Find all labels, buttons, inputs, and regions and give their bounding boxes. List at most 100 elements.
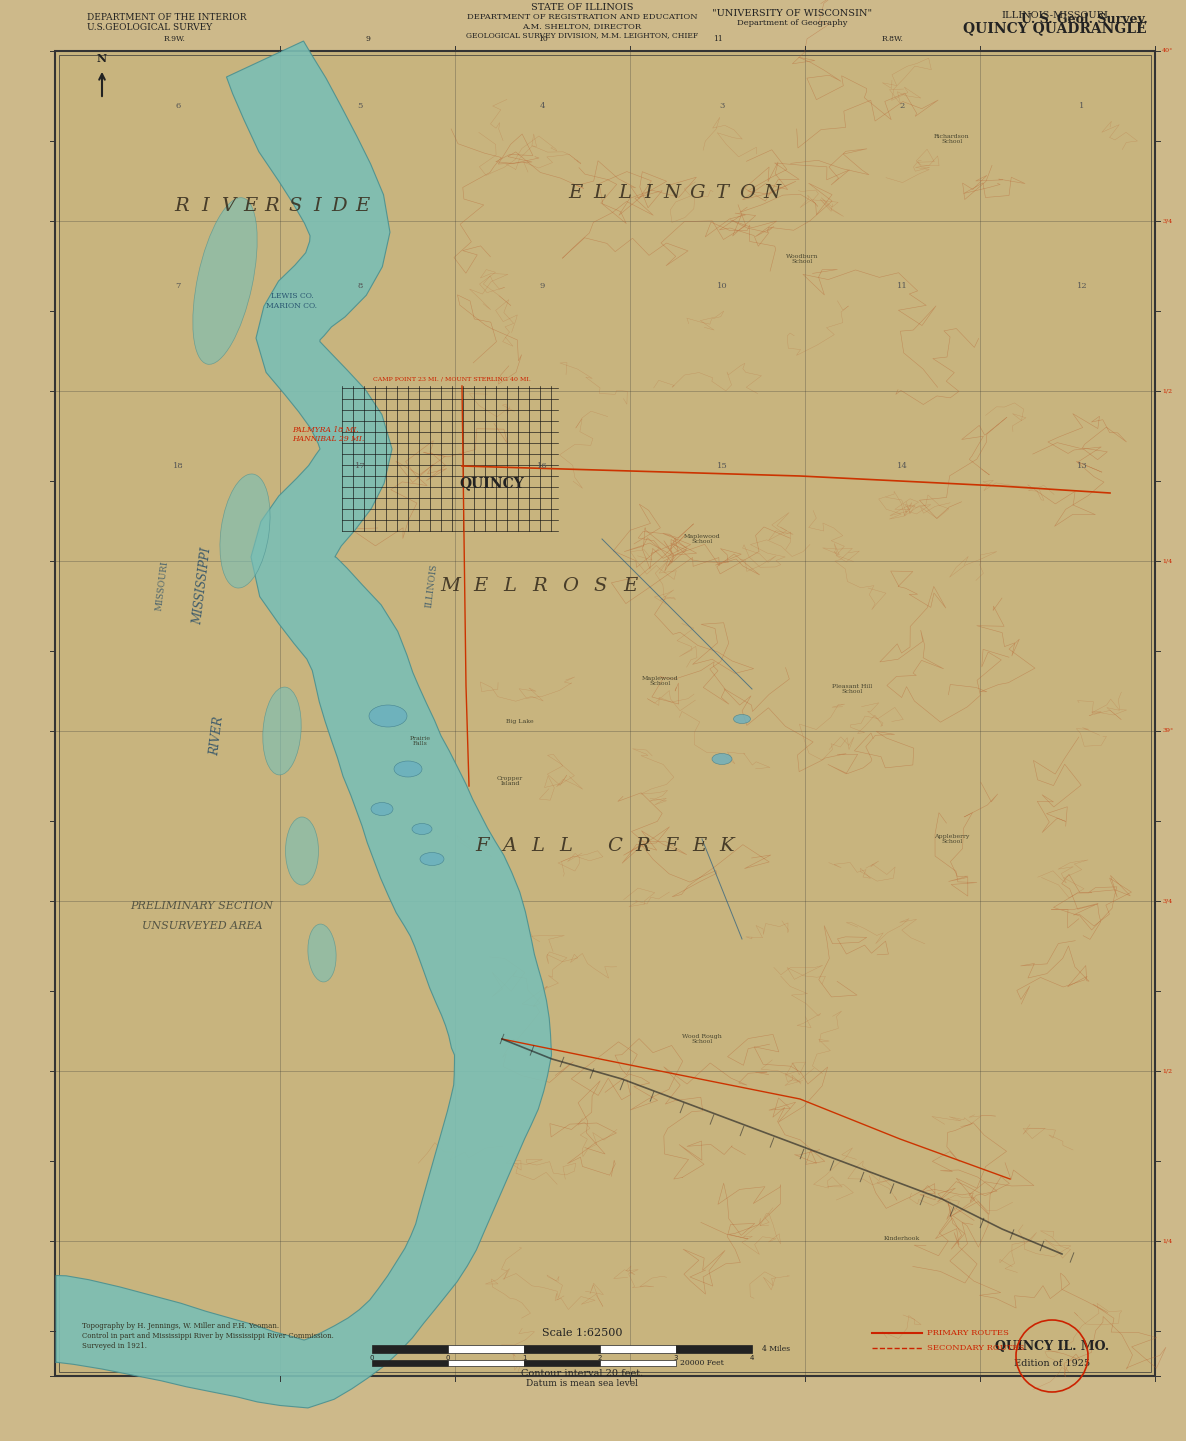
Bar [600, 1344, 676, 1353]
Text: E: E [243, 197, 257, 215]
Text: T: T [715, 184, 728, 202]
Text: 0: 0 [370, 1355, 375, 1360]
Text: 6: 6 [176, 102, 180, 110]
Text: 4: 4 [540, 102, 544, 110]
Text: Big Lake: Big Lake [506, 719, 534, 723]
Text: L: L [560, 837, 573, 855]
Text: O: O [562, 576, 578, 595]
Text: R.9W.: R.9W. [164, 35, 186, 43]
Text: 3: 3 [720, 102, 725, 110]
Text: 4: 4 [750, 1355, 754, 1360]
Polygon shape [56, 40, 551, 1408]
Bar [448, 1344, 524, 1353]
Bar [600, 1360, 676, 1366]
Text: PRELIMINARY SECTION
UNSURVEYED AREA: PRELIMINARY SECTION UNSURVEYED AREA [130, 901, 274, 931]
Text: 9: 9 [365, 35, 370, 43]
Text: N: N [764, 184, 780, 202]
Text: MISSISSIPPI: MISSISSIPPI [191, 546, 213, 625]
Text: Topography by H. Jennings, W. Miller and F.H. Yeoman.: Topography by H. Jennings, W. Miller and… [82, 1321, 279, 1330]
Text: 9: 9 [540, 282, 544, 290]
Text: E: E [355, 197, 369, 215]
Text: N: N [663, 184, 681, 202]
Text: E: E [473, 576, 487, 595]
Text: 1: 1 [1079, 102, 1085, 110]
Bar [372, 1344, 448, 1353]
Text: 3: 3 [674, 1355, 678, 1360]
Ellipse shape [733, 715, 751, 723]
Text: V: V [221, 197, 235, 215]
Text: ILLINOIS: ILLINOIS [425, 563, 439, 608]
Text: 14: 14 [897, 463, 907, 470]
Text: 2: 2 [598, 1355, 602, 1360]
Text: S: S [288, 197, 301, 215]
Text: 1/4: 1/4 [1162, 559, 1172, 563]
Bar [524, 1344, 600, 1353]
Text: E: E [691, 837, 706, 855]
Text: R: R [636, 837, 650, 855]
Text: Surveyed in 1921.: Surveyed in 1921. [82, 1342, 147, 1350]
Text: Maplewood
School: Maplewood School [642, 676, 678, 686]
Text: 3/4: 3/4 [1162, 899, 1172, 904]
Ellipse shape [286, 817, 319, 885]
Text: Pleasant Hill
School: Pleasant Hill School [831, 683, 872, 695]
Text: Datum is mean sea level: Datum is mean sea level [527, 1379, 638, 1389]
Text: I: I [644, 184, 652, 202]
Text: QUINCY: QUINCY [460, 476, 524, 490]
Text: L: L [504, 576, 516, 595]
Text: PALMYRA 18 MI.
HANNIBAL 29 MI.: PALMYRA 18 MI. HANNIBAL 29 MI. [292, 427, 364, 444]
Text: Richardson
School: Richardson School [935, 134, 970, 144]
Ellipse shape [420, 853, 444, 866]
Text: Kinderhook: Kinderhook [884, 1236, 920, 1242]
Text: 15: 15 [716, 463, 727, 470]
Ellipse shape [263, 687, 301, 775]
Ellipse shape [369, 705, 407, 728]
Ellipse shape [308, 924, 336, 981]
Text: GEOLOGICAL SURVEY DIVISION, M.M. LEIGHTON, CHIEF: GEOLOGICAL SURVEY DIVISION, M.M. LEIGHTO… [466, 32, 699, 39]
Text: CAMP POINT 23 MI. / MOUNT STERLING 40 MI.: CAMP POINT 23 MI. / MOUNT STERLING 40 MI… [374, 376, 531, 382]
Text: DEPARTMENT OF THE INTERIOR: DEPARTMENT OF THE INTERIOR [87, 13, 247, 22]
Text: L: L [619, 184, 631, 202]
Text: 16: 16 [537, 463, 547, 470]
Text: R: R [533, 576, 547, 595]
Text: 13: 13 [1077, 463, 1088, 470]
Text: Prairie
Falls: Prairie Falls [409, 735, 431, 746]
Text: 5: 5 [357, 102, 363, 110]
Text: SECONDARY ROUTES: SECONDARY ROUTES [927, 1344, 1025, 1352]
Text: R: R [174, 197, 190, 215]
Text: 1/2: 1/2 [1162, 389, 1172, 393]
Text: R: R [264, 197, 280, 215]
Text: ILLINOIS-MISSOURI: ILLINOIS-MISSOURI [1001, 12, 1109, 20]
Text: QUINCY QUADRANGLE: QUINCY QUADRANGLE [963, 22, 1147, 35]
Ellipse shape [193, 197, 257, 365]
Text: 20000 Feet: 20000 Feet [680, 1359, 723, 1368]
Text: "UNIVERSITY OF WISCONSIN": "UNIVERSITY OF WISCONSIN" [712, 9, 872, 17]
Text: L: L [593, 184, 606, 202]
Text: MISSOURI: MISSOURI [154, 561, 170, 611]
Text: 10: 10 [716, 282, 727, 290]
Text: STATE OF ILLINOIS: STATE OF ILLINOIS [531, 3, 633, 12]
Text: C: C [607, 837, 623, 855]
Text: G: G [689, 184, 704, 202]
Text: 2: 2 [899, 102, 905, 110]
Text: F: F [476, 837, 489, 855]
Text: L: L [531, 837, 544, 855]
Text: 17: 17 [355, 463, 365, 470]
Text: 11: 11 [897, 282, 907, 290]
Text: 0: 0 [446, 1355, 451, 1360]
Bar [448, 1360, 524, 1366]
Text: Scale 1:62500: Scale 1:62500 [542, 1329, 623, 1339]
Text: I: I [202, 197, 209, 215]
Text: Cropper
Island: Cropper Island [497, 775, 523, 787]
Text: R.8W.: R.8W. [882, 35, 904, 43]
Text: Maplewood
School: Maplewood School [683, 533, 720, 545]
Text: 3/4: 3/4 [1162, 219, 1172, 223]
Text: A: A [503, 837, 517, 855]
Text: 10: 10 [538, 35, 548, 43]
Ellipse shape [394, 761, 422, 777]
Text: M: M [440, 576, 460, 595]
Text: LEWIS CO.
MARION CO.: LEWIS CO. MARION CO. [267, 293, 318, 310]
Bar [372, 1360, 448, 1366]
Text: S: S [593, 576, 607, 595]
Text: 1/4: 1/4 [1162, 1238, 1172, 1244]
Text: Edition of 1925: Edition of 1925 [1014, 1359, 1090, 1368]
